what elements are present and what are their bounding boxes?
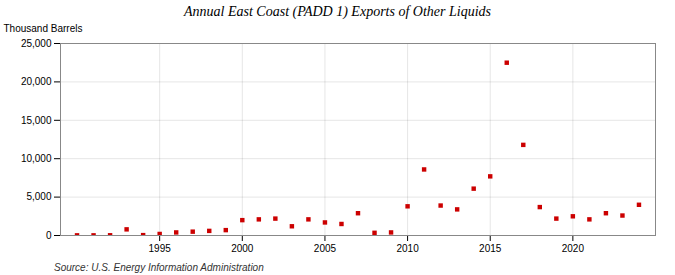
svg-text:1995: 1995 [149, 243, 172, 254]
svg-text:2020: 2020 [562, 243, 585, 254]
svg-text:5,000: 5,000 [26, 191, 51, 202]
html-text:Source: U.S. Energy Informatio: Source: U.S. Energy Information Administ… [54, 262, 264, 273]
svg-text:Thousand Barrels: Thousand Barrels [4, 23, 83, 34]
svg-text:0: 0 [46, 230, 52, 241]
svg-text:10,000: 10,000 [21, 153, 52, 164]
svg-text:20,000: 20,000 [21, 76, 52, 87]
svg-text:15,000: 15,000 [21, 115, 52, 126]
svg-text:2000: 2000 [231, 243, 254, 254]
svg-text:25,000: 25,000 [21, 38, 52, 49]
svg-text:2010: 2010 [396, 243, 419, 254]
svg-text:2005: 2005 [314, 243, 337, 254]
svg-text:2015: 2015 [479, 243, 502, 254]
html-text:Annual East Coast (PADD 1) Exp: Annual East Coast (PADD 1) Exports of Ot… [184, 4, 491, 19]
